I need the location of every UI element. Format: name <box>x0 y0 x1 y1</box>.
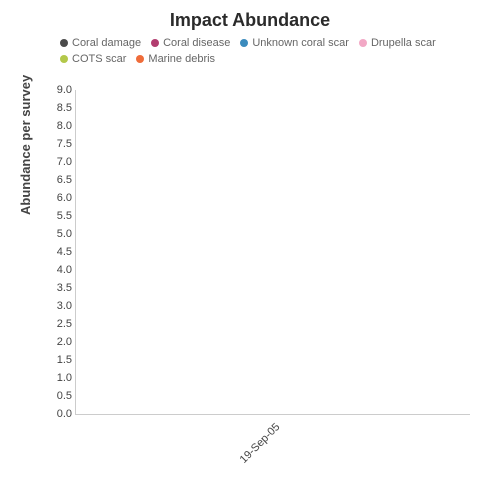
y-tick-label: 5.5 <box>44 210 72 222</box>
legend-item: Drupella scar <box>359 37 436 49</box>
legend-marker-icon <box>136 55 144 63</box>
chart-title: Impact Abundance <box>10 10 490 31</box>
y-tick-label: 7.0 <box>44 156 72 168</box>
legend-marker-icon <box>359 39 367 47</box>
y-tick-label: 3.5 <box>44 282 72 294</box>
y-axis-label: Abundance per survey <box>18 75 33 215</box>
y-tick-label: 4.5 <box>44 246 72 258</box>
legend-label: COTS scar <box>72 53 126 65</box>
y-tick-label: 6.0 <box>44 192 72 204</box>
legend-marker-icon <box>151 39 159 47</box>
legend-marker-icon <box>60 55 68 63</box>
y-tick-label: 5.0 <box>44 228 72 240</box>
legend-item: Coral disease <box>151 37 230 49</box>
legend: Coral damage Coral disease Unknown coral s… <box>10 37 490 65</box>
plot-area: 0.00.51.01.52.02.53.03.54.04.55.05.56.06… <box>75 90 470 415</box>
legend-label: Drupella scar <box>371 37 436 49</box>
legend-label: Unknown coral scar <box>252 37 349 49</box>
chart-container: Impact Abundance Coral damage Coral disea… <box>10 10 490 490</box>
y-tick-label: 0.0 <box>44 408 72 420</box>
y-tick-label: 0.5 <box>44 390 72 402</box>
legend-item: COTS scar <box>60 53 126 65</box>
legend-label: Coral disease <box>163 37 230 49</box>
y-tick-label: 7.5 <box>44 138 72 150</box>
y-tick-label: 8.5 <box>44 102 72 114</box>
legend-item: Unknown coral scar <box>240 37 349 49</box>
legend-label: Marine debris <box>148 53 215 65</box>
legend-item: Marine debris <box>136 53 215 65</box>
y-tick-label: 1.5 <box>44 354 72 366</box>
y-tick-label: 8.0 <box>44 120 72 132</box>
y-tick-label: 4.0 <box>44 264 72 276</box>
y-tick-label: 9.0 <box>44 84 72 96</box>
y-tick-label: 2.5 <box>44 318 72 330</box>
legend-marker-icon <box>240 39 248 47</box>
x-tick-label: 19-Sep-05 <box>238 422 282 466</box>
legend-marker-icon <box>60 39 68 47</box>
y-tick-label: 6.5 <box>44 174 72 186</box>
y-tick-label: 1.0 <box>44 372 72 384</box>
legend-label: Coral damage <box>72 37 141 49</box>
y-tick-label: 2.0 <box>44 336 72 348</box>
y-tick-label: 3.0 <box>44 300 72 312</box>
legend-item: Coral damage <box>60 37 141 49</box>
